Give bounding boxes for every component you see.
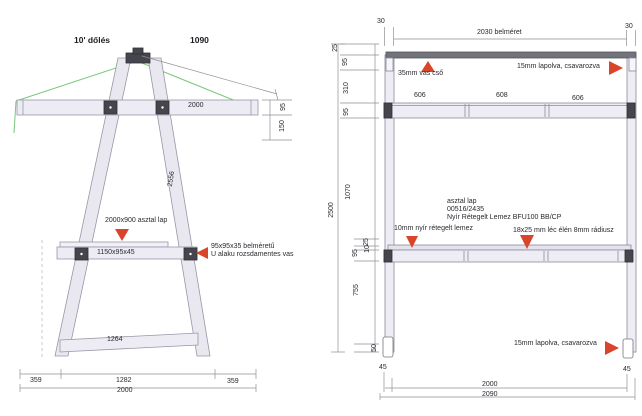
dim-30-right: 30 [625, 23, 633, 30]
marker-bracket-left-triangle [196, 247, 208, 259]
tilt-note: 10' dőlés [74, 35, 111, 45]
tube-slot-left [385, 57, 394, 72]
plywood-strip [387, 244, 632, 251]
lower-bar [59, 332, 199, 353]
marker-plywood-down-triangle [406, 236, 418, 248]
apex-nub [132, 47, 144, 55]
right-view-dimension-lines [331, 27, 636, 400]
lower-rail [383, 249, 633, 263]
v-dim-1070: 1070 [345, 184, 352, 200]
foot-left [382, 336, 394, 358]
upper-rail-block-left [383, 102, 393, 119]
seg-606-a: 606 [414, 92, 426, 99]
crossbar-label: 1150x95x45 [97, 249, 135, 256]
bracket-note-line1: 95x95x35 belméretű [211, 243, 275, 250]
v-dim-25-top: 25 [332, 44, 339, 52]
left-view-markers [115, 229, 208, 259]
marker-tube-up-triangle [421, 61, 435, 72]
dim-359-left: 359 [30, 377, 42, 384]
note-plywood: 10mm nyír rétegelt lemez [394, 225, 473, 232]
seg-606-b: 606 [572, 95, 584, 102]
v-dim-95-c: 95 [352, 249, 359, 257]
beam-length-label: 2000 [188, 102, 204, 109]
dim-150-side: 150 [279, 120, 286, 132]
marker-lap-bottom-right-triangle [605, 341, 619, 355]
left-view-dimension-lines [19, 55, 292, 392]
dim-2090: 2090 [482, 391, 498, 398]
note-lap-top: 15mm lapolva, csavarozva [517, 63, 600, 70]
dim-2000-right: 2000 [482, 381, 498, 388]
v-dim-2500: 2500 [328, 202, 335, 218]
dim-30-left: 30 [377, 18, 385, 25]
tabletop-note: 2000x900 asztal lap [105, 217, 168, 224]
apex-cap [125, 52, 151, 64]
left-view-structure [16, 47, 259, 357]
lower-bar-label: 1264 [107, 336, 123, 343]
lower-rail-block-right [624, 249, 634, 263]
dim-1090: 1090 [190, 35, 209, 45]
top-beam [16, 99, 259, 116]
lower-rail-block-left [383, 249, 393, 263]
left-view-guide-lines [13, 60, 259, 134]
dim-total-2000: 2000 [117, 387, 133, 394]
v-dim-10: 10 [364, 245, 371, 253]
marker-tabletop-down-triangle [115, 229, 129, 241]
v-dim-95-b: 95 [343, 108, 350, 116]
right-view-markers [406, 61, 623, 355]
dim-1282: 1282 [116, 377, 132, 384]
plate-line3: Nyír Rétegelt Lemez BFU100 BB/CP [447, 214, 562, 221]
foot-right [622, 338, 634, 359]
left-post [384, 54, 395, 353]
seg-608: 608 [496, 92, 508, 99]
marker-lap-top-right-triangle [609, 61, 623, 75]
dim-45-right: 45 [623, 366, 631, 373]
dim-45-left: 45 [379, 364, 387, 371]
plate-line2: 00516/2435 [447, 206, 484, 213]
tabletop-strip [59, 241, 169, 248]
bracket-note-line2: U alaku rozsdamentes vas [211, 251, 294, 258]
plate-line1: asztal lap [447, 198, 477, 205]
right-post [626, 54, 637, 353]
right-view-structure [382, 51, 637, 359]
note-tube: 35mm vas cső [398, 70, 444, 77]
dim-359-right: 359 [227, 378, 239, 385]
v-dim-755: 755 [353, 284, 360, 296]
tube-slot-right [628, 57, 637, 72]
top-edge-bar [385, 51, 637, 59]
marker-batten-down-triangle [520, 235, 534, 249]
note-batten: 18x25 mm léc élén 8mm rádiusz [513, 227, 614, 234]
dim-inner-width: 2030 belméret [477, 29, 522, 36]
v-dim-50: 50 [371, 344, 378, 352]
note-lap-bottom: 15mm lapolva, csavarozva [514, 340, 597, 347]
upper-rail-block-right [626, 102, 636, 119]
